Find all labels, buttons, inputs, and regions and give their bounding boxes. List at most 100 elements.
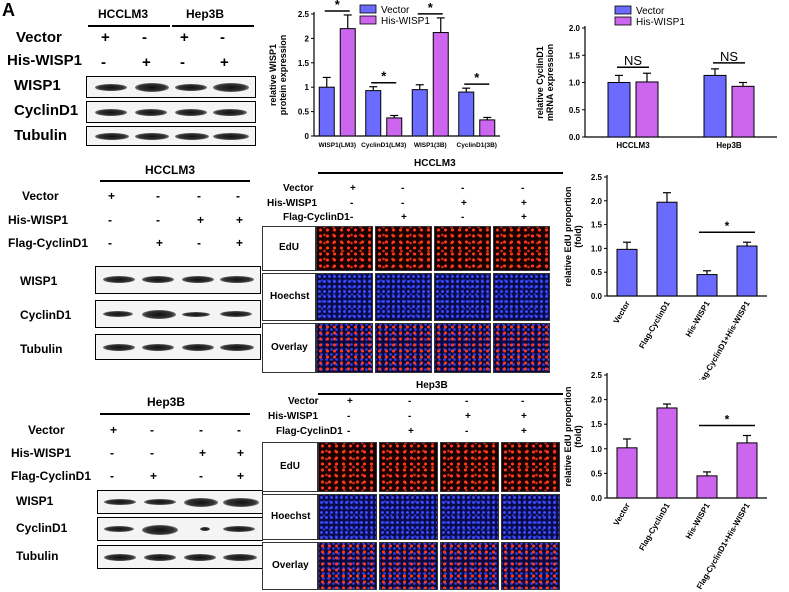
imaging-b-row-3-label-cell: Overlay: [262, 323, 316, 373]
sign: +: [408, 426, 414, 437]
blot-a-row-1-label: WISP1: [14, 77, 61, 94]
imaging-c-row-3-label: Overlay: [272, 560, 309, 571]
sign: +: [108, 189, 116, 203]
panel-label: A: [2, 0, 15, 20]
x-tick-label: Hep3B: [716, 141, 742, 150]
blot-c-wisp1: [97, 490, 263, 514]
blot-b-row-3-label: Tubulin: [20, 342, 63, 356]
sign: +: [237, 469, 245, 483]
y-axis-label: relative EdU proportion: [563, 186, 573, 286]
blot-c-row-1-label: WISP1: [16, 494, 54, 508]
hoechst-image: [379, 494, 438, 540]
x-tick-label: HCCLM3: [616, 141, 650, 150]
y-axis-label: (fold): [573, 425, 583, 448]
overlay-image: [434, 323, 491, 373]
imaging-c-row-1-label: EdU: [280, 461, 300, 472]
legend-swatch: [359, 15, 377, 25]
y-tick-label: 0.0: [591, 292, 603, 301]
edu-image: [316, 226, 373, 271]
edu-image: [434, 226, 491, 271]
legend-label: Vector: [381, 5, 410, 16]
sign: -: [237, 423, 241, 437]
sign: +: [236, 236, 244, 250]
sign: +: [465, 411, 471, 422]
sign: -: [461, 183, 465, 194]
sign: +: [110, 423, 118, 437]
sign: -: [142, 29, 147, 46]
blot-c-title: Hep3B: [147, 395, 186, 409]
edu-image: [440, 442, 499, 492]
blot-b-title-line: [100, 180, 250, 182]
y-tick-label: 1.0: [591, 445, 603, 454]
y-axis-label: relative WISP1: [268, 44, 278, 106]
y-tick-label: 2.5: [591, 371, 603, 380]
bar: [616, 248, 638, 297]
y-tick-label: 2.5: [591, 173, 603, 182]
overlay-image: [379, 542, 438, 590]
sign: -: [350, 212, 354, 223]
x-tick-label: His-WISP1: [684, 299, 712, 339]
significance-label: *: [725, 219, 730, 233]
y-tick-label: 1.5: [591, 420, 603, 429]
bar: [656, 201, 678, 297]
sign: +: [101, 29, 110, 46]
x-tick-label: CyclinD1(LM3): [361, 142, 406, 149]
bar: [736, 442, 758, 499]
blot-b-tubulin: [95, 334, 261, 360]
y-tick-label: 0.0: [591, 494, 603, 503]
blot-c-cond-2-label: His-WISP1: [11, 446, 72, 460]
sign: +: [156, 236, 164, 250]
blot-c-row-3-label: Tubulin: [16, 549, 59, 563]
blot-b-cyclind1: [95, 300, 261, 328]
sign: -: [465, 396, 469, 407]
chart-edu-hep3b: relative EdU proportion (fold) 0.0 0.5 1.0 1.…: [563, 371, 767, 591]
sign: -: [347, 411, 351, 422]
blot-c-cond-1-label: Vector: [28, 423, 65, 437]
imaging-b-cond-3-label: Flag-CyclinD1: [283, 212, 350, 223]
x-tick-label: His-WISP1: [684, 501, 712, 541]
sign: -: [401, 183, 405, 194]
imaging-b-row-3-label: Overlay: [271, 342, 308, 353]
y-tick-label: 0.5: [591, 469, 603, 478]
overlay-image: [493, 323, 550, 373]
imaging-b-cond-1-label: Vector: [283, 183, 314, 194]
blot-c-tubulin: [97, 545, 263, 569]
sign: -: [156, 189, 160, 203]
sign: +: [180, 29, 189, 46]
overlay-image: [440, 542, 499, 590]
overlay-image: [501, 542, 560, 590]
bar: [616, 447, 638, 499]
edu-image: [375, 226, 432, 271]
x-tick-label: WISP1(3B): [414, 142, 447, 149]
bar: [339, 28, 356, 137]
sign: +: [220, 54, 229, 71]
imaging-c-cond-1-label: Vector: [288, 396, 319, 407]
y-axis-label: protein expression: [278, 35, 288, 116]
significance-label: *: [725, 413, 730, 427]
sign: +: [521, 212, 527, 223]
legend-swatch: [614, 16, 632, 26]
chart-cyclind1-mrna: relative CyclinD1 mRNA expression 0.0 0.5 1.…: [535, 5, 777, 150]
y-tick-label: 1: [305, 83, 310, 92]
blot-a-group-1: HCCLM3: [98, 7, 148, 21]
edu-image: [379, 442, 438, 492]
imaging-c-cond-3-label: Flag-CyclinD1: [276, 426, 343, 437]
bar: [458, 91, 475, 137]
overlay-image: [316, 323, 373, 373]
sign: -: [236, 189, 240, 203]
y-tick-label: 0.5: [298, 108, 310, 117]
significance-label: NS: [720, 49, 738, 64]
sign: -: [408, 396, 412, 407]
y-axis-label: mRNA expression: [545, 44, 555, 121]
sign: -: [350, 198, 354, 209]
blot-b-cond-1-label: Vector: [22, 189, 59, 203]
y-axis-label: relative CyclinD1: [535, 46, 545, 119]
bar: [318, 86, 335, 137]
blot-a-cond-1-label: Vector: [16, 29, 62, 46]
blot-a-group-line-2: [172, 25, 254, 27]
sign: -: [461, 212, 465, 223]
y-tick-label: 0: [305, 132, 310, 141]
imaging-b-row-2-label-cell: Hoechst: [262, 273, 316, 321]
blot-a-row-3-label: Tubulin: [14, 127, 68, 144]
